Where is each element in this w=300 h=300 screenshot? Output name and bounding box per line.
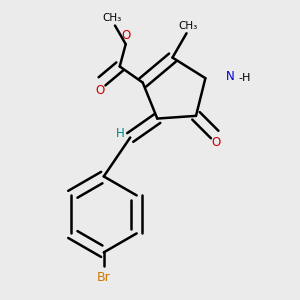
Text: O: O	[212, 136, 221, 149]
Text: Br: Br	[97, 271, 111, 284]
Text: -H: -H	[239, 73, 251, 83]
Text: CH₃: CH₃	[102, 13, 121, 23]
Text: H: H	[116, 127, 125, 140]
Text: O: O	[122, 29, 131, 42]
Text: N: N	[226, 70, 235, 83]
Text: O: O	[96, 84, 105, 97]
Text: CH₃: CH₃	[178, 21, 198, 31]
